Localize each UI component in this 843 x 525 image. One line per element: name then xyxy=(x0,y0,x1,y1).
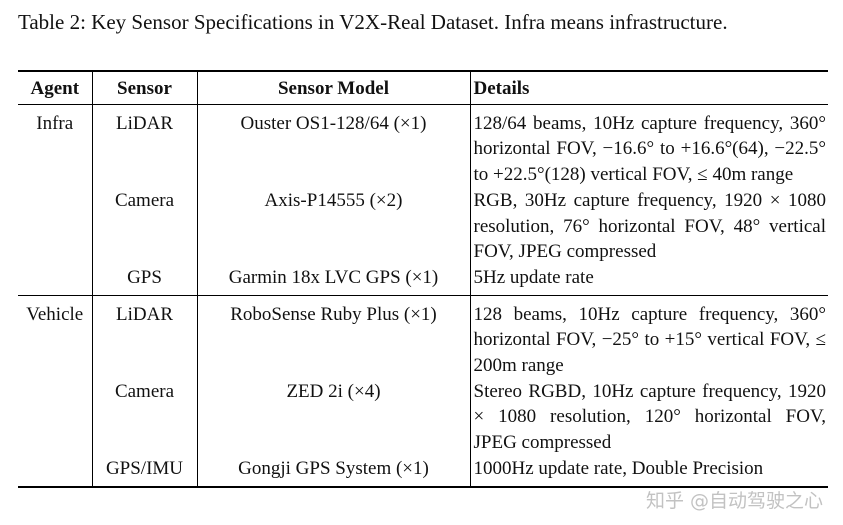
sensor-cell: GPS/IMU xyxy=(92,455,198,487)
header-cell: Details xyxy=(473,78,530,99)
sensor-cell: Camera xyxy=(92,187,198,265)
table-row: Camera Axis-P14555 (×2) RGB, 30Hz capture … xyxy=(18,187,828,265)
details-cell: 128/64 beams, 10Hz capture frequency, 36… xyxy=(473,112,827,186)
table-row: Vehicle LiDAR RoboSense Ruby Plus (×1) 128 … xyxy=(18,295,828,487)
model-cell: ZED 2i (×4) xyxy=(197,378,471,456)
agent-group: Infra LiDAR Ouster OS1-128/64 (×1) 128/64 b… xyxy=(18,104,828,296)
table-caption: Table 2: Key Sensor Specifications in V2… xyxy=(18,10,728,34)
model-cell: Ouster OS1-128/64 (×1) xyxy=(197,104,471,188)
watermark: 知乎 @自动驾驶之心 xyxy=(645,490,823,512)
table-row: Infra LiDAR Ouster OS1-128/64 (×1) 128/64 b… xyxy=(18,104,828,296)
details-cell: Stereo RGBD, 10Hz capture frequency, 192… xyxy=(473,380,827,454)
details-cell: RGB, 30Hz capture frequency, 1920 × 1080… xyxy=(473,189,827,263)
table-row: Camera ZED 2i (×4) Stereo RGBD, 10Hz captu… xyxy=(18,378,828,456)
details-cell: 1000Hz update rate, Double Precision xyxy=(473,457,764,479)
details-cell: 5Hz update rate xyxy=(473,266,594,288)
model-cell: RoboSense Ruby Plus (×1) xyxy=(197,295,471,379)
agent-cell: Infra xyxy=(18,104,93,296)
table-row: GPS Garmin 18x LVC GPS (×1) 5Hz update rat… xyxy=(18,264,828,296)
model-cell: Garmin 18x LVC GPS (×1) xyxy=(197,264,471,296)
model-cell: Gongji GPS System (×1) xyxy=(197,455,471,487)
header-cell: Sensor xyxy=(92,71,198,105)
sensor-cell: GPS xyxy=(92,264,198,296)
model-cell: Axis-P14555 (×2) xyxy=(197,187,471,265)
sensor-table: Agent Sensor Sensor Model Details Infra L… xyxy=(18,70,828,488)
details-cell: 128 beams, 10Hz capture frequency, 360° … xyxy=(473,303,827,377)
header-row: Agent Sensor Sensor Model Details xyxy=(18,71,828,105)
table-row: GPS/IMU Gongji GPS System (×1) 1000Hz upda… xyxy=(18,455,828,487)
header-cell: Sensor Model xyxy=(197,71,471,105)
sensor-cell: Camera xyxy=(92,378,198,456)
sensor-cell: LiDAR xyxy=(92,295,198,379)
header-cell: Agent xyxy=(18,71,93,105)
agent-group: Vehicle LiDAR RoboSense Ruby Plus (×1) 128 … xyxy=(18,295,828,487)
agent-cell: Vehicle xyxy=(18,295,93,487)
sensor-cell: LiDAR xyxy=(92,104,198,188)
